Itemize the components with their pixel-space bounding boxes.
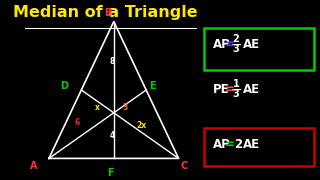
Text: 4: 4 xyxy=(110,130,115,140)
Text: 6: 6 xyxy=(74,118,80,127)
Text: A: A xyxy=(30,161,38,171)
Text: B: B xyxy=(104,8,112,18)
Text: AP: AP xyxy=(212,138,230,151)
Text: 2: 2 xyxy=(233,34,239,44)
Text: 3: 3 xyxy=(233,89,239,99)
Text: AE: AE xyxy=(244,138,260,151)
Text: 2: 2 xyxy=(235,138,243,151)
Text: Median of a Triangle: Median of a Triangle xyxy=(12,5,197,20)
Text: =: = xyxy=(225,83,235,96)
Text: E: E xyxy=(149,81,156,91)
Text: PE: PE xyxy=(212,83,229,96)
Text: =: = xyxy=(225,38,235,51)
Text: C: C xyxy=(181,161,188,171)
Text: 2x: 2x xyxy=(137,122,147,130)
Text: D: D xyxy=(60,81,68,91)
Text: 8: 8 xyxy=(109,57,115,66)
Text: AP: AP xyxy=(212,38,230,51)
Text: 3: 3 xyxy=(123,103,128,112)
Text: AE: AE xyxy=(244,83,260,96)
Text: F: F xyxy=(108,168,114,178)
Text: 3: 3 xyxy=(233,44,239,54)
Text: =: = xyxy=(225,138,235,151)
Text: 1: 1 xyxy=(233,79,239,89)
Text: x: x xyxy=(95,103,100,112)
Text: AE: AE xyxy=(244,38,260,51)
